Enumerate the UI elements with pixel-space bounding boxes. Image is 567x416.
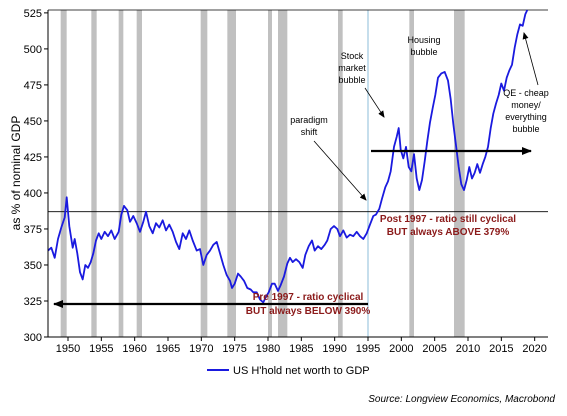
y-tick-label-500: 500 bbox=[24, 44, 42, 56]
y-tick-label-425: 425 bbox=[24, 152, 42, 164]
stock-bubble-arrow bbox=[364, 87, 385, 118]
recession-band-9 bbox=[409, 10, 414, 337]
x-tick-label-2005: 2005 bbox=[422, 343, 446, 355]
x-tick-label-1965: 1965 bbox=[156, 343, 180, 355]
x-tick-label-1970: 1970 bbox=[189, 343, 213, 355]
x-tick-label-2020: 2020 bbox=[522, 343, 546, 355]
annotation-pre1997-line-2: BUT always BELOW 390% bbox=[246, 306, 371, 317]
plot-frame bbox=[47, 10, 548, 338]
qe-bubble-arrow bbox=[522, 32, 539, 86]
y-tick-label-400: 400 bbox=[24, 188, 42, 200]
annotation-housing-line-2: bubble bbox=[410, 47, 437, 57]
x-tick-label-1995: 1995 bbox=[356, 343, 380, 355]
y-tick-label-475: 475 bbox=[24, 80, 42, 92]
recession-band-3 bbox=[136, 10, 142, 337]
y-tick-label-350: 350 bbox=[24, 260, 42, 272]
recession-band-4 bbox=[200, 10, 208, 337]
annotation-pre1997-line-1: Pre 1997 - ratio cyclical bbox=[253, 292, 364, 303]
y-tick-label-525: 525 bbox=[24, 8, 42, 20]
annotation-stock-line-2: market bbox=[338, 63, 366, 73]
recession-band-0 bbox=[60, 10, 67, 337]
recession-band-7 bbox=[278, 10, 288, 337]
y-tick-label-375: 375 bbox=[24, 224, 42, 236]
x-tick-label-2000: 2000 bbox=[389, 343, 413, 355]
paradigm-shift-arrow bbox=[313, 140, 367, 201]
annotation-paradigm-line-1: paradigm bbox=[290, 115, 328, 125]
x-tick-label-1975: 1975 bbox=[222, 343, 246, 355]
x-tick-label-1985: 1985 bbox=[289, 343, 313, 355]
x-tick-label-1955: 1955 bbox=[89, 343, 113, 355]
recession-bands bbox=[60, 10, 465, 337]
source-note: Source: Longview Economics, Macrobond bbox=[368, 394, 555, 405]
annotation-housing-line-1: Housing bbox=[407, 35, 440, 45]
recession-band-1 bbox=[91, 10, 97, 337]
x-tick-label-2010: 2010 bbox=[456, 343, 480, 355]
y-tick-label-325: 325 bbox=[24, 296, 42, 308]
x-tick-label-1960: 1960 bbox=[122, 343, 146, 355]
x-tick-label-1980: 1980 bbox=[256, 343, 280, 355]
y-tick-label-450: 450 bbox=[24, 116, 42, 128]
annotation-qe-line-3: everything bbox=[505, 112, 547, 122]
recession-band-5 bbox=[227, 10, 236, 337]
x-tick-label-1990: 1990 bbox=[322, 343, 346, 355]
legend: US H'hold net worth to GDP bbox=[207, 365, 370, 377]
series-group bbox=[47, 9, 529, 304]
y-tick-label-300: 300 bbox=[24, 332, 42, 344]
annotation-stock-line-3: bubble bbox=[338, 75, 365, 85]
x-tick-label-2015: 2015 bbox=[489, 343, 513, 355]
y-axis-label: as % of nominal GDP bbox=[9, 116, 23, 231]
annotation-post1997-line-1: Post 1997 - ratio still cyclical bbox=[380, 214, 516, 225]
annotation-paradigm-line-2: shift bbox=[301, 127, 318, 137]
legend-label: US H'hold net worth to GDP bbox=[233, 365, 370, 377]
annotation-qe-line-1: QE - cheap bbox=[503, 88, 549, 98]
annotations: Stock market bubble Housing bubble parad… bbox=[53, 32, 549, 317]
annotation-stock-line-1: Stock bbox=[341, 51, 364, 61]
annotation-qe-line-2: money/ bbox=[511, 100, 541, 110]
annotation-post1997-line-2: BUT always ABOVE 379% bbox=[387, 227, 510, 238]
series-line-0 bbox=[47, 9, 529, 304]
y-axis: 300 325 350 375 400 425 450 475 500 525 bbox=[24, 8, 48, 344]
recession-band-6 bbox=[268, 10, 272, 337]
recession-band-8 bbox=[338, 10, 343, 337]
annotation-qe-line-4: bubble bbox=[512, 124, 539, 134]
recession-band-2 bbox=[118, 10, 124, 337]
x-tick-label-1950: 1950 bbox=[56, 343, 80, 355]
x-axis: 1950 1955 1960 1965 1970 1975 1980 1985 1990 1995… bbox=[56, 337, 547, 355]
